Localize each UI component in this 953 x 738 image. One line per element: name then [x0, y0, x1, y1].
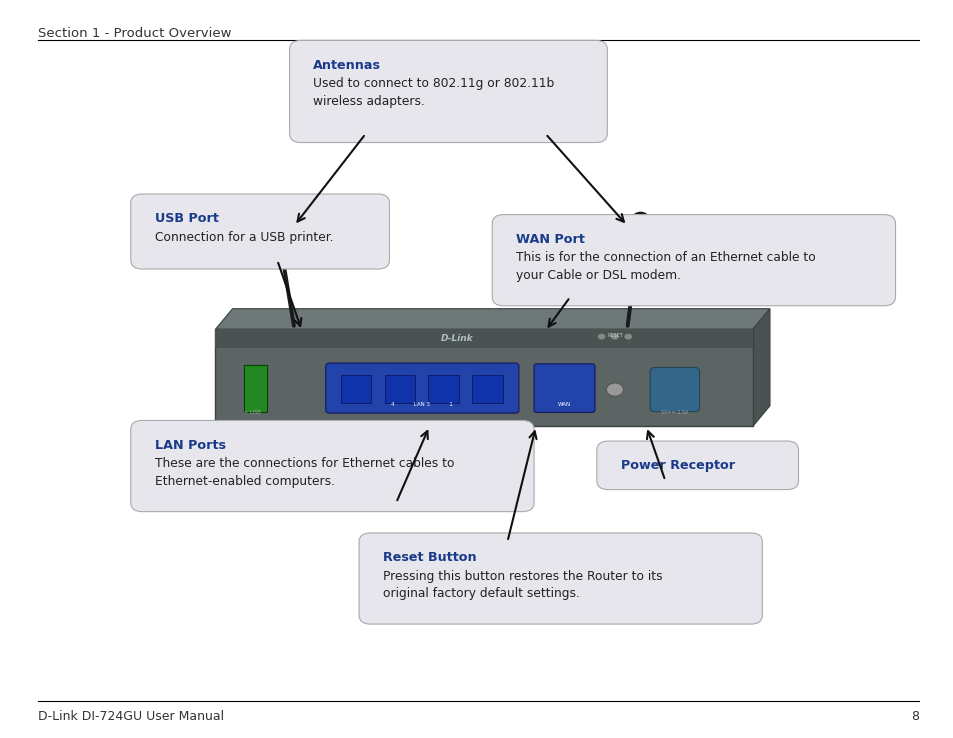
Text: Antennas: Antennas [314, 59, 381, 72]
FancyBboxPatch shape [428, 375, 458, 403]
FancyBboxPatch shape [384, 375, 415, 403]
Circle shape [632, 212, 648, 225]
Text: 4           LAN 3           1: 4 LAN 3 1 [391, 402, 453, 407]
Text: LAN Ports: LAN Ports [154, 439, 225, 452]
Polygon shape [752, 308, 769, 427]
Text: These are the connections for Ethernet cables to
Ethernet-enabled computers.: These are the connections for Ethernet c… [154, 458, 454, 488]
Text: WAN Port: WAN Port [516, 233, 584, 246]
FancyBboxPatch shape [492, 215, 895, 306]
Text: WAN: WAN [558, 402, 571, 407]
Polygon shape [215, 308, 769, 329]
Circle shape [611, 334, 618, 339]
FancyBboxPatch shape [472, 375, 502, 403]
Text: D-Link DI-724GU User Manual: D-Link DI-724GU User Manual [37, 710, 223, 723]
Circle shape [624, 334, 632, 339]
FancyBboxPatch shape [131, 194, 389, 269]
Text: Pressing this button restores the Router to its
original factory default setting: Pressing this button restores the Router… [382, 570, 661, 600]
FancyBboxPatch shape [290, 41, 607, 142]
Text: USB Port: USB Port [154, 213, 218, 225]
Text: RESET: RESET [606, 333, 622, 338]
FancyBboxPatch shape [649, 368, 699, 412]
FancyBboxPatch shape [215, 329, 752, 427]
Text: Connection for a USB printer.: Connection for a USB printer. [154, 231, 333, 244]
FancyBboxPatch shape [534, 364, 595, 413]
FancyBboxPatch shape [597, 441, 798, 489]
Text: 8: 8 [910, 710, 919, 723]
FancyBboxPatch shape [131, 421, 534, 511]
FancyBboxPatch shape [340, 375, 371, 403]
Circle shape [269, 212, 286, 225]
FancyBboxPatch shape [358, 533, 761, 624]
FancyBboxPatch shape [325, 363, 518, 413]
Text: < USB: < USB [244, 410, 260, 415]
FancyBboxPatch shape [215, 329, 752, 348]
Circle shape [606, 383, 623, 396]
Text: D-Link: D-Link [440, 334, 473, 343]
Text: Used to connect to 802.11g or 802.11b
wireless adapters.: Used to connect to 802.11g or 802.11b wi… [314, 77, 554, 108]
FancyBboxPatch shape [244, 365, 267, 412]
Circle shape [598, 334, 605, 339]
Text: Section 1 - Product Overview: Section 1 - Product Overview [37, 27, 231, 40]
Text: Power Receptor: Power Receptor [620, 460, 734, 472]
Text: 5V== 2.5A: 5V== 2.5A [660, 410, 688, 415]
Text: Reset Button: Reset Button [382, 551, 476, 565]
Text: This is for the connection of an Ethernet cable to
your Cable or DSL modem.: This is for the connection of an Etherne… [516, 252, 815, 282]
